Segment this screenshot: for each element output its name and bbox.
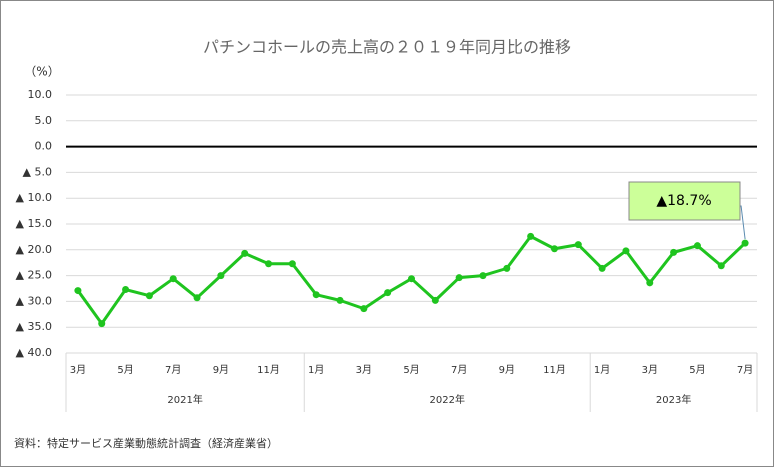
data-point xyxy=(741,239,749,247)
y-tick-label: ▲ 30.0 xyxy=(16,294,52,307)
data-point xyxy=(598,264,606,272)
x-tick-label: 11月 xyxy=(257,364,280,376)
data-point xyxy=(455,274,463,282)
data-point xyxy=(717,262,725,270)
data-point xyxy=(646,279,654,287)
x-tick-label: 9月 xyxy=(213,364,229,376)
x-tick-label: 7月 xyxy=(165,364,181,376)
data-point xyxy=(408,275,415,283)
annotation-box xyxy=(628,181,741,221)
x-tick-label: 7月 xyxy=(737,364,753,376)
x-tick-label: 11月 xyxy=(543,364,566,376)
data-point xyxy=(122,286,130,294)
data-point xyxy=(384,289,392,297)
x-tick-label: 3月 xyxy=(356,364,372,376)
x-tick-label: 5月 xyxy=(403,364,419,376)
y-tick-label: ▲ 5.0 xyxy=(23,165,52,178)
x-tick-label: 1月 xyxy=(308,364,324,376)
x-tick-label: 3月 xyxy=(70,364,86,376)
data-point xyxy=(145,292,153,300)
data-point xyxy=(241,249,249,257)
unit-label: （%） xyxy=(24,65,59,79)
data-point xyxy=(193,294,201,302)
data-point xyxy=(265,260,273,268)
x-tick-label: 7月 xyxy=(451,364,467,376)
data-point xyxy=(527,232,535,240)
data-point xyxy=(217,272,225,280)
group-label: 2021年 xyxy=(167,393,202,406)
data-point xyxy=(503,264,511,272)
y-tick-label: ▲ 25.0 xyxy=(16,269,52,282)
data-point xyxy=(431,296,439,304)
data-point xyxy=(693,242,701,250)
y-tick-label: 10.0 xyxy=(28,88,53,101)
x-tick-label: 5月 xyxy=(117,364,133,376)
data-point xyxy=(550,245,558,253)
data-point xyxy=(574,241,582,249)
data-point xyxy=(670,248,678,256)
source-note: 資料：特定サービス産業動態統計調査（経済産業省） xyxy=(14,436,278,450)
data-point xyxy=(336,296,344,304)
data-point xyxy=(360,305,368,313)
y-tick-label: ▲ 10.0 xyxy=(16,191,52,204)
data-point xyxy=(622,247,630,255)
x-tick-label: 9月 xyxy=(499,364,515,376)
x-tick-label: 5月 xyxy=(689,364,705,376)
chart-title: パチンコホールの売上高の２０１９年同月比の推移 xyxy=(203,38,571,57)
annotation-text: ▲18.7% xyxy=(656,193,711,209)
data-point xyxy=(288,260,296,268)
group-label: 2023年 xyxy=(656,393,691,406)
data-point xyxy=(169,275,177,283)
data-point xyxy=(98,320,106,328)
data-point xyxy=(312,291,320,299)
y-tick-label: 0.0 xyxy=(35,140,53,153)
y-tick-label: 5.0 xyxy=(35,114,53,127)
y-tick-label: ▲ 20.0 xyxy=(16,243,52,256)
x-tick-label: 3月 xyxy=(642,364,658,376)
data-point xyxy=(479,272,487,280)
y-tick-label: ▲ 15.0 xyxy=(16,217,52,230)
x-tick-label: 1月 xyxy=(594,364,610,376)
data-point xyxy=(74,287,82,295)
y-tick-label: ▲ 35.0 xyxy=(16,320,52,333)
group-label: 2022年 xyxy=(430,393,465,406)
y-tick-label: ▲ 40.0 xyxy=(16,346,52,359)
